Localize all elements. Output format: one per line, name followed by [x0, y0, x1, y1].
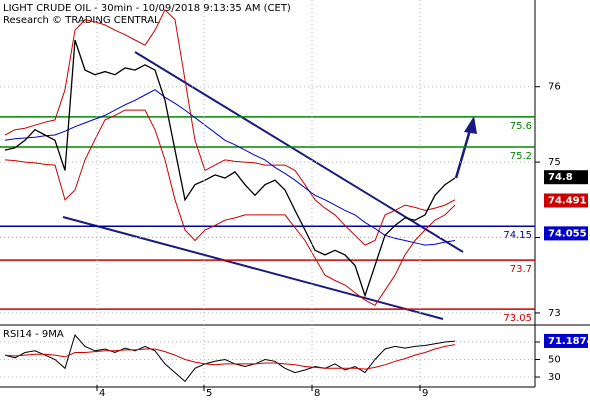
- y-tick-label: 30: [548, 372, 561, 383]
- x-tick-label: 5: [206, 388, 212, 399]
- series-line: [4, 344, 456, 370]
- y-tick-label: 50: [548, 355, 561, 366]
- last-value-label: 74.491: [548, 196, 587, 207]
- chart-subtitle: Research © TRADING CENTRAL: [3, 15, 160, 26]
- chart-title: LIGHT CRUDE OIL - 30min - 10/09/2018 9:1…: [3, 3, 291, 14]
- series-line: [4, 89, 456, 246]
- last-value-box: [544, 333, 588, 348]
- last-value-box: [544, 170, 588, 185]
- last-value-label: 74.8: [548, 172, 573, 183]
- last-value-box: [544, 226, 588, 241]
- x-tick-label: 9: [422, 388, 428, 399]
- forecast-arrow: [454, 129, 472, 179]
- series-line: [4, 109, 456, 307]
- level-label: 74.15: [503, 230, 532, 241]
- last-value-label: 74.055: [548, 228, 587, 239]
- forecast-arrowhead: [464, 116, 477, 134]
- series-line: [4, 333, 456, 383]
- level-label: 75.6: [510, 121, 532, 132]
- y-tick-label: 73: [548, 308, 561, 319]
- level-label: 73.7: [510, 264, 532, 275]
- level-label: 73.05: [503, 313, 532, 324]
- trendline-lower: [62, 216, 444, 320]
- series-line: [4, 8, 456, 246]
- series-line: [4, 39, 456, 298]
- x-tick-label: 8: [314, 388, 320, 399]
- y-tick-label: 75: [548, 157, 561, 168]
- last-value-box: [544, 193, 588, 208]
- last-value-label: 71.1874: [548, 336, 590, 347]
- level-label: 75.2: [510, 151, 532, 162]
- y-tick-label: 76: [548, 82, 561, 93]
- rsi-title: RSI14 - 9MA: [3, 329, 64, 340]
- x-tick-label: 4: [99, 388, 105, 399]
